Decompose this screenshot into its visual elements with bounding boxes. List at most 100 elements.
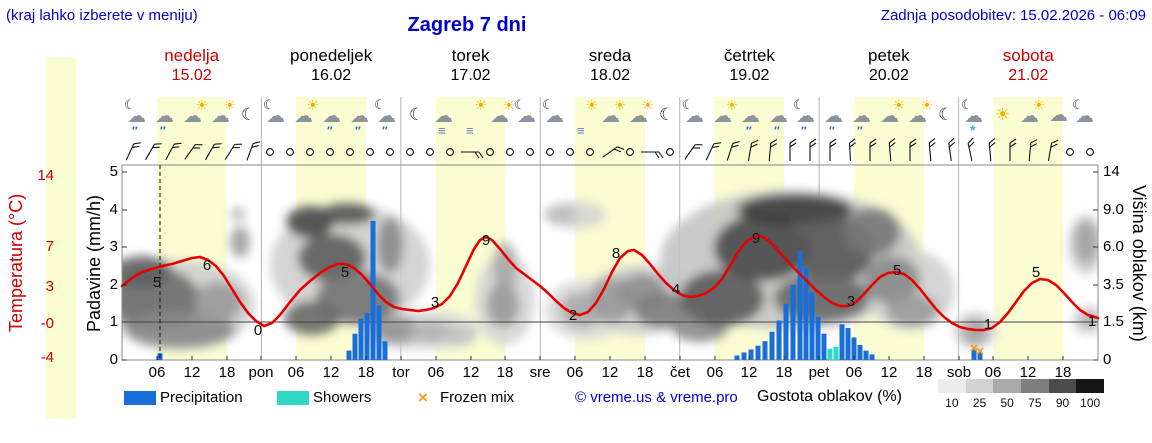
wind-calm-icon <box>306 148 314 156</box>
wind-barb-icon <box>809 138 817 161</box>
cloud-icon: ☁ <box>1075 106 1094 127</box>
cloud-icon: ☁ <box>713 106 732 127</box>
precipitation-bar <box>803 267 809 360</box>
rain-icon: ″ <box>382 124 388 138</box>
x-axis-tick-label: pon <box>248 364 274 381</box>
fog-icon: ≡ <box>438 123 446 138</box>
wind-barb-icon <box>967 137 975 161</box>
wind-barb-icon <box>888 138 896 162</box>
x-axis-tick-label: 12 <box>322 364 340 381</box>
x-axis-tick-label: 12 <box>601 364 619 381</box>
cloud-height-tick-label: 6.0 <box>1103 238 1124 255</box>
cloud-icon: ☁ <box>1049 105 1068 126</box>
wind-calm-icon <box>506 148 514 156</box>
precipitation-bar <box>358 318 364 360</box>
grayscale-tick-label: 100 <box>1080 396 1101 410</box>
x-axis-tick-label: pet <box>808 364 830 381</box>
wind-calm-icon <box>446 148 454 156</box>
temperature-value-label: 8 <box>611 245 621 262</box>
cloud-icon: ☁ <box>211 106 230 127</box>
day-date: 18.02 <box>589 67 631 84</box>
precipitation-tick-label: 4 <box>109 201 118 218</box>
weather-icon: ☁ <box>1045 98 1073 140</box>
x-axis-tick-label: tor <box>392 364 410 381</box>
x-axis-tick-label: 12 <box>740 364 758 381</box>
cloud-icon: ☁ <box>1020 106 1039 127</box>
rain-icon: ″ <box>160 124 166 138</box>
cloud-icon: ☁ <box>824 106 843 127</box>
wind-barb-icon <box>145 143 162 161</box>
moon-icon: ☾ <box>514 97 526 112</box>
wind-barb-icon <box>789 138 797 161</box>
day-date: 21.02 <box>1008 67 1049 84</box>
precipitation-bar <box>783 303 789 360</box>
weather-icon: ☀ <box>989 98 1017 140</box>
snow-icon: * <box>970 122 976 138</box>
wind-barb-icon <box>869 138 877 161</box>
day-date: 15.02 <box>171 67 212 84</box>
x-axis-tick-label: 06 <box>845 364 863 381</box>
wind-barb-icon <box>184 144 203 160</box>
day-name: četrtek <box>723 46 775 65</box>
wind-barb-icon <box>246 141 261 161</box>
weather-icon: ☀ ☁ <box>598 98 626 140</box>
wind-calm-icon <box>426 148 434 156</box>
weather-icon: ☁ ☀ <box>180 98 208 140</box>
wind-barb-icon <box>602 146 625 158</box>
wind-calm-icon <box>626 148 634 156</box>
day-date: 17.02 <box>450 67 491 84</box>
wind-barb-icon <box>205 143 222 161</box>
grayscale-tick-label: 75 <box>1028 396 1042 410</box>
weather-icon: ☀ ☁ <box>208 98 236 140</box>
wind-barb-icon <box>726 140 740 161</box>
cloud-icon: ☁ <box>741 106 760 127</box>
precipitation-bar <box>797 250 803 360</box>
location-hint: (kraj lahko izberete v meniju) <box>6 7 198 24</box>
wind-calm-icon <box>346 148 354 156</box>
weather-icon: ☾ ☁ <box>263 98 291 140</box>
cloud-icon: ☁ <box>434 106 453 127</box>
wind-barb-icon <box>125 142 142 161</box>
weather-icon: ☀ ☁ <box>291 98 319 140</box>
weather-icon: ≡ ☀ <box>459 98 487 140</box>
wind-barb-icon <box>848 138 856 162</box>
precipitation-bar <box>857 344 863 360</box>
x-axis-tick-label: 18 <box>218 364 236 381</box>
sun-icon: ☀ <box>892 97 905 113</box>
sun-icon: ☀ <box>502 97 515 113</box>
temperature-value-label: 1 <box>1087 313 1097 330</box>
rain-icon: ″ <box>355 124 361 138</box>
day-name: ponedeljek <box>290 46 373 65</box>
grayscale-tick-label: 50 <box>1000 396 1014 410</box>
temperature-value-label: 5 <box>892 262 902 279</box>
weather-icon: ☾ <box>653 98 681 140</box>
copyright-link[interactable]: © vreme.us & vreme.pro <box>575 389 738 406</box>
cloud-icon: ☁ <box>517 106 536 127</box>
grayscale-step <box>993 379 1021 393</box>
temperature-value-label: 2 <box>568 307 578 324</box>
cloud-icon: ☁ <box>266 106 285 127</box>
frozen-mix-mark <box>976 347 984 355</box>
precipitation-bar <box>845 328 851 360</box>
precipitation-bar <box>971 348 977 360</box>
x-axis-tick-label: 06 <box>984 364 1002 381</box>
day-name: sreda <box>588 46 632 65</box>
wind-barb-icon <box>705 142 722 161</box>
precipitation-bar <box>977 352 983 360</box>
weather-icon: ☀ ☁ <box>1017 98 1045 140</box>
x-axis-tick-label: 06 <box>148 364 166 381</box>
precipitation-bar <box>790 284 796 360</box>
cloud-icon: ☁ <box>490 106 509 127</box>
day-name: torek <box>451 46 490 65</box>
x-axis-tick-label: 12 <box>1019 364 1037 381</box>
wind-calm-icon <box>386 148 394 156</box>
grayscale-tick-label: 25 <box>972 396 987 410</box>
cloud-cover-blobs <box>122 190 1098 350</box>
wind-calm-icon <box>566 148 574 156</box>
cloud-icon: ☁ <box>629 106 648 127</box>
wind-calm-icon <box>326 148 334 156</box>
grayscale-step <box>938 379 966 393</box>
weather-icon: ☁ ″ <box>849 98 877 140</box>
